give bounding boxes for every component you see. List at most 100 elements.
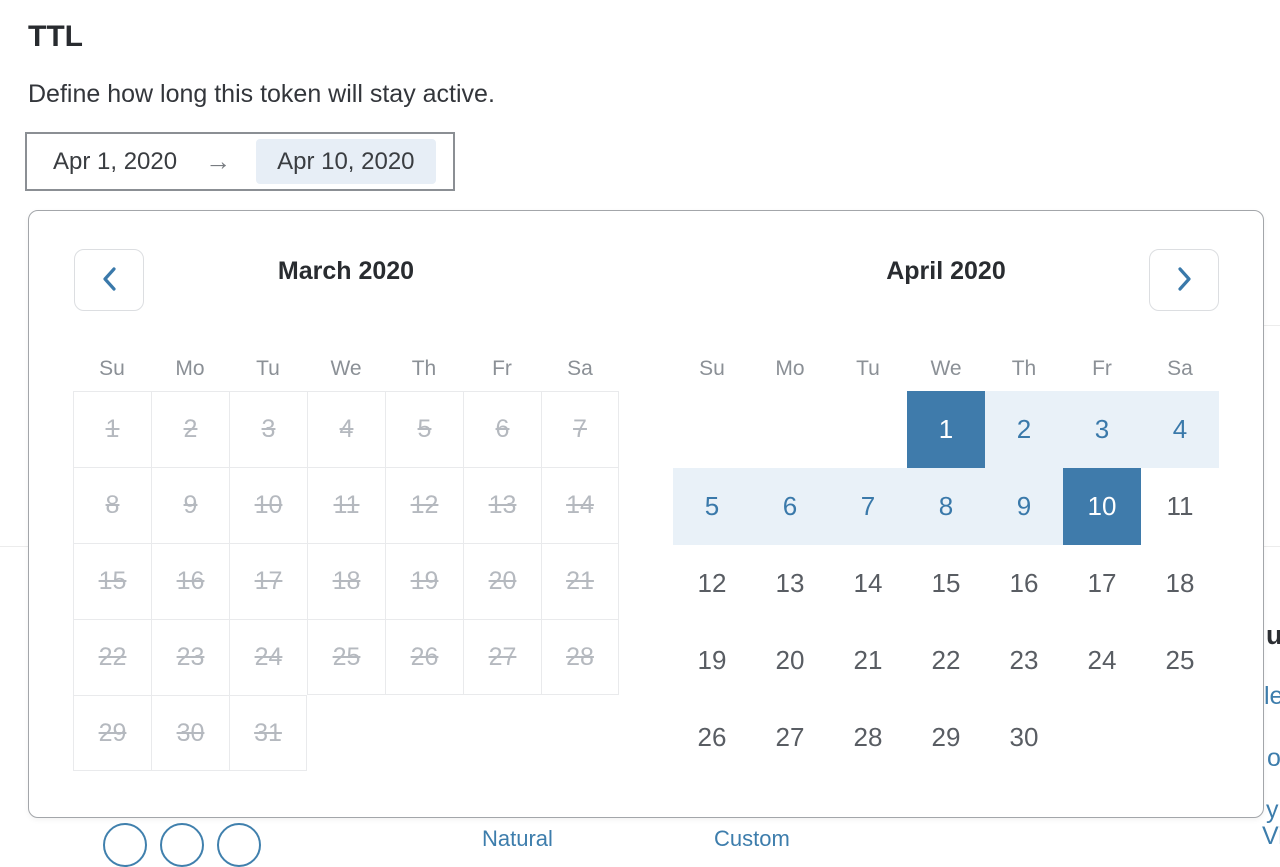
day-march-18: 18 [307, 543, 385, 619]
background-circle-button[interactable] [103, 823, 147, 867]
day-march-26: 26 [385, 619, 463, 695]
day-april-8[interactable]: 8 [907, 468, 985, 545]
occluded-link-fragment[interactable]: Natural [482, 826, 553, 851]
empty-cell [463, 695, 541, 771]
day-april-29[interactable]: 29 [931, 722, 961, 752]
day-april-15[interactable]: 15 [931, 568, 961, 598]
occluded-heading-fragment: u [1266, 620, 1280, 650]
weekday-label: Su [99, 357, 125, 380]
chevron-right-icon [1176, 265, 1193, 296]
weekday-label: Mo [775, 357, 805, 380]
weekday-label: Su [699, 357, 725, 380]
weekday-header-row: Su Mo Tu We Th Fr Sa [673, 357, 1219, 381]
chevron-left-icon [101, 265, 118, 296]
day-march-13: 13 [463, 467, 541, 543]
day-april-14[interactable]: 14 [853, 568, 883, 598]
empty-cell [385, 695, 463, 771]
empty-cell [673, 391, 751, 468]
day-march-25: 25 [307, 619, 385, 695]
day-march-20: 20 [463, 543, 541, 619]
day-march-9: 9 [151, 467, 229, 543]
end-date-value[interactable]: Apr 10, 2020 [256, 139, 436, 184]
day-april-22[interactable]: 22 [931, 645, 961, 675]
day-april-24[interactable]: 24 [1087, 645, 1117, 675]
day-april-6[interactable]: 6 [751, 468, 829, 545]
day-april-5[interactable]: 5 [673, 468, 751, 545]
arrow-right-icon: → [205, 146, 232, 176]
day-april-23[interactable]: 23 [1009, 645, 1039, 675]
day-march-19: 19 [385, 543, 463, 619]
day-march-27: 27 [463, 619, 541, 695]
occluded-link-fragment[interactable]: Custom [714, 826, 790, 851]
empty-cell [307, 695, 385, 771]
day-march-15: 15 [73, 543, 151, 619]
day-march-21: 21 [541, 543, 619, 619]
weekday-label: Tu [856, 357, 880, 380]
background-circle-button[interactable] [160, 823, 204, 867]
day-april-17[interactable]: 17 [1087, 568, 1117, 598]
day-april-28[interactable]: 28 [853, 722, 883, 752]
day-april-7[interactable]: 7 [829, 468, 907, 545]
day-march-23: 23 [151, 619, 229, 695]
day-march-24: 24 [229, 619, 307, 695]
empty-cell [541, 695, 619, 771]
day-april-1[interactable]: 1 [907, 391, 985, 468]
day-april-11[interactable]: 11 [1166, 491, 1194, 521]
day-april-10[interactable]: 10 [1063, 468, 1141, 545]
day-march-22: 22 [73, 619, 151, 695]
empty-cell [1063, 699, 1141, 776]
month-title-march: March 2020 [277, 257, 415, 285]
background-divider [1262, 325, 1280, 326]
day-april-20[interactable]: 20 [775, 645, 805, 675]
prev-month-button[interactable] [74, 249, 144, 311]
day-april-4[interactable]: 4 [1141, 391, 1219, 468]
occluded-link-fragment[interactable]: le [1264, 682, 1280, 710]
day-april-16[interactable]: 16 [1009, 568, 1039, 598]
day-grid-march: 1 2 3 4 5 6 7 8 9 10 11 12 13 14 15 16 17 18 19 20 21 22 23 24 2… [73, 391, 619, 771]
day-march-1: 1 [73, 391, 151, 467]
day-april-26[interactable]: 26 [697, 722, 727, 752]
day-april-30[interactable]: 30 [1009, 722, 1039, 752]
page-title: TTL [28, 20, 83, 53]
next-month-button[interactable] [1149, 249, 1219, 311]
day-april-21[interactable]: 21 [853, 645, 883, 675]
weekday-label: Fr [1092, 357, 1112, 380]
weekday-label: Th [411, 357, 437, 380]
day-march-30: 30 [151, 695, 229, 771]
day-april-3[interactable]: 3 [1063, 391, 1141, 468]
day-april-12[interactable]: 12 [697, 568, 727, 598]
weekday-label: Tu [256, 357, 280, 380]
weekday-header-row: Su Mo Tu We Th Fr Sa [73, 357, 619, 381]
day-march-2: 2 [151, 391, 229, 467]
occluded-link-fragment[interactable]: y [1266, 796, 1279, 824]
day-march-29: 29 [73, 695, 151, 771]
occluded-link-fragment[interactable]: o [1267, 744, 1280, 772]
day-march-3: 3 [229, 391, 307, 467]
day-april-9[interactable]: 9 [985, 468, 1063, 545]
date-range-input[interactable]: Apr 1, 2020 → Apr 10, 2020 [25, 132, 455, 191]
empty-cell [751, 391, 829, 468]
day-april-18[interactable]: 18 [1165, 568, 1195, 598]
day-march-12: 12 [385, 467, 463, 543]
day-april-25[interactable]: 25 [1165, 645, 1195, 675]
empty-cell [1141, 699, 1219, 776]
day-march-4: 4 [307, 391, 385, 467]
weekday-label: Th [1011, 357, 1037, 380]
day-march-8: 8 [73, 467, 151, 543]
day-march-7: 7 [541, 391, 619, 467]
occluded-link-fragment[interactable]: Vi [1262, 822, 1280, 850]
weekday-label: Mo [175, 357, 205, 380]
start-date-value[interactable]: Apr 1, 2020 [53, 147, 178, 175]
day-april-2[interactable]: 2 [985, 391, 1063, 468]
day-march-6: 6 [463, 391, 541, 467]
day-march-31: 31 [229, 695, 307, 771]
weekday-label: Fr [492, 357, 512, 380]
background-circle-button[interactable] [217, 823, 261, 867]
day-april-13[interactable]: 13 [775, 568, 805, 598]
day-april-19[interactable]: 19 [697, 645, 727, 675]
day-march-28: 28 [541, 619, 619, 695]
day-april-27[interactable]: 27 [775, 722, 805, 752]
month-title-april: April 2020 [886, 257, 1006, 285]
day-march-11: 11 [307, 467, 385, 543]
